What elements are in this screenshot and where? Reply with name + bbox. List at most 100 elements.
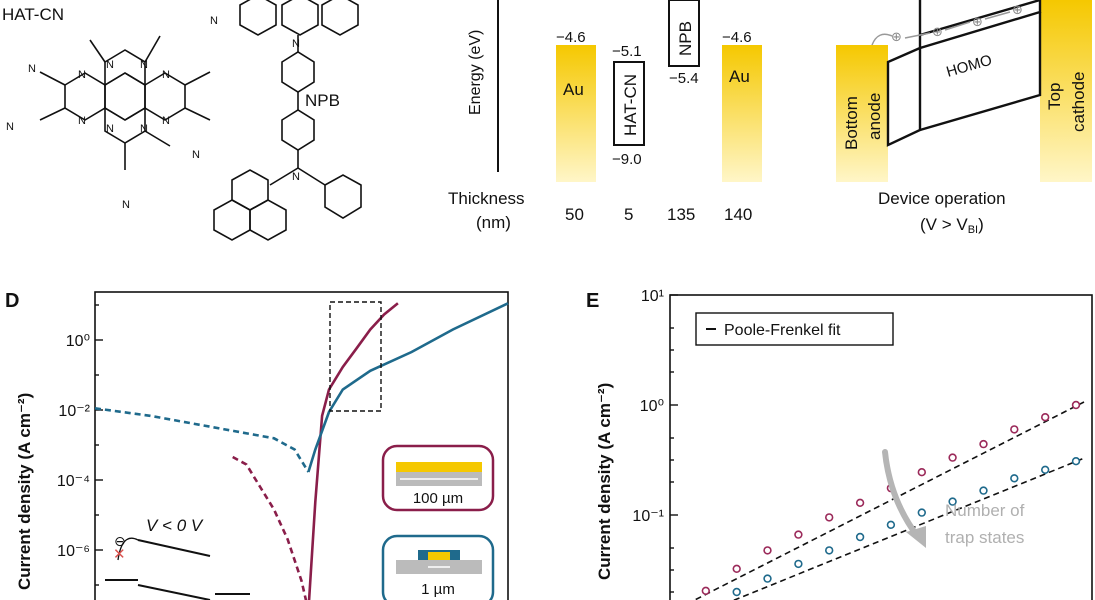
hatcn-band (886, 46, 922, 147)
data-point-series-1 (794, 559, 803, 569)
blocked-cross-icon: ✕ (113, 546, 126, 563)
data-point-series-1 (763, 574, 772, 583)
thickness-npb: 135 (667, 205, 695, 224)
data-point-series-0 (794, 530, 803, 539)
thickness-au-bottom: 50 (565, 205, 584, 224)
thickness-au-top: 140 (724, 205, 752, 224)
hatcn-level-bottom: −9.0 (612, 151, 642, 168)
hatcn-atom-labels: N N N N N N N N N N N N N (6, 15, 218, 211)
panel-d: D Current density (A cm⁻²) 10⁰ 10⁻² 10⁻⁴… (5, 290, 509, 600)
top-cathode-label-2: cathode (1069, 72, 1088, 133)
data-point-series-0 (732, 564, 741, 573)
thickness-unit: (nm) (476, 213, 511, 232)
homo-band-bottom (919, 12, 1042, 132)
top-cathode-bar (1040, 0, 1092, 182)
atom-n: N (192, 149, 200, 161)
atom-n: N (78, 115, 86, 127)
data-point-series-1 (1071, 457, 1081, 466)
thickness-hatcn: 5 (624, 205, 633, 224)
panel-e-ylabel: Current density (A cm⁻²) (595, 383, 614, 580)
data-point-series-0 (824, 513, 834, 522)
npb-atom-n-bottom: N (292, 171, 300, 183)
ytick-label: 10⁰ (640, 398, 664, 415)
atom-n: N (78, 69, 86, 81)
au-top-label: Au (729, 67, 750, 86)
data-point-series-0 (1071, 400, 1081, 410)
reverse-bias-label: V < 0 V (146, 516, 204, 535)
npb-box-label: NPB (676, 21, 695, 56)
bottom-anode-bar (836, 45, 888, 182)
series-1-reverse-branch (94, 407, 310, 473)
electron-icon: ⊖ (114, 533, 126, 549)
inset-1um-label: 1 µm (421, 581, 455, 598)
device-operation-condition: (V > VBI) (920, 215, 984, 236)
homo-label: HOMO (944, 52, 994, 81)
bottom-anode-label-2: anode (865, 93, 884, 140)
ytick-label: 10¹ (641, 288, 664, 305)
panel-e-series (693, 400, 1085, 600)
data-point-series-1 (1040, 465, 1050, 474)
trap-states-label-1: Number of (945, 501, 1025, 520)
data-point-series-1 (917, 508, 926, 517)
hole-icon: ⊕ (1012, 2, 1023, 17)
hole-icon: ⊕ (891, 29, 902, 44)
data-point-series-1 (1010, 474, 1019, 483)
trap-states-arrowhead (906, 526, 926, 548)
data-point-series-0 (855, 498, 865, 507)
data-point-series-0 (948, 453, 957, 462)
npb-label: NPB (305, 91, 340, 110)
trap-states-arrow (882, 449, 921, 540)
au-bottom-level: −4.6 (556, 29, 586, 46)
atom-n: N (122, 199, 130, 211)
series-1-forward-branch (307, 302, 509, 473)
atom-n: N (6, 121, 14, 133)
energy-diagram: Energy (eV) −4.6 Au −5.1 −9.0 HAT-CN −5.… (448, 0, 762, 232)
data-point-series-1 (855, 532, 865, 542)
data-point-series-1 (824, 546, 834, 555)
band-level (137, 584, 211, 600)
data-point-series-0 (701, 586, 710, 595)
data-point-series-1 (732, 587, 741, 597)
energy-ylabel: Energy (eV) (467, 30, 484, 115)
data-point-series-0 (1040, 413, 1050, 422)
data-point-series-1 (886, 520, 896, 529)
hole-symbols: ⊕ ⊕ ⊕ ⊕ (891, 2, 1023, 44)
atom-n: N (140, 59, 148, 71)
au-top-level: −4.6 (722, 29, 752, 46)
data-point-series-0 (763, 546, 772, 555)
atom-n: N (140, 123, 148, 135)
zoom-region-box (329, 301, 382, 412)
data-point-series-1 (979, 486, 988, 495)
legend-label: Poole-Frenkel fit (724, 322, 841, 339)
molecule-npb (213, 0, 362, 241)
hatcn-box-label: HAT-CN (621, 74, 640, 136)
top-cathode-label-1: Top (1045, 83, 1064, 110)
npb-atom-n-top: N (292, 38, 300, 50)
panel-d-ylabel: Current density (A cm⁻²) (15, 393, 34, 590)
device-diagram: HOMO ⊕ ⊕ ⊕ ⊕ Bottom anode Top cathode De… (836, 0, 1092, 236)
ytick-label: 10⁻¹ (632, 508, 664, 525)
series-0-forward-branch (307, 302, 399, 600)
au-bottom-label: Au (563, 80, 584, 99)
atom-n: N (106, 59, 114, 71)
bottom-anode-label-1: Bottom (842, 96, 861, 150)
ytick-label: 10⁻² (58, 403, 90, 420)
panel-d-letter: D (5, 290, 19, 312)
panel-d-frame (94, 291, 509, 600)
npb-level-bottom: −5.4 (669, 70, 699, 87)
legend-box (695, 312, 894, 346)
data-point-series-0 (917, 468, 926, 477)
ytick-label: 10⁰ (66, 333, 90, 350)
ytick-label: 10⁻⁴ (57, 473, 90, 490)
hatcn-box (613, 61, 645, 146)
poole-frenkel-fit-line (693, 401, 1085, 600)
poole-frenkel-fit-line (732, 457, 1085, 600)
data-point-series-1 (948, 497, 957, 506)
panel-e-letter: E (586, 290, 599, 312)
trap-states-label-2: trap states (945, 528, 1024, 547)
data-point-series-0 (1010, 425, 1019, 434)
inset-100um-label: 100 µm (413, 490, 463, 507)
hole-icon: ⊕ (972, 14, 983, 29)
hole-icon: ⊕ (932, 24, 943, 39)
